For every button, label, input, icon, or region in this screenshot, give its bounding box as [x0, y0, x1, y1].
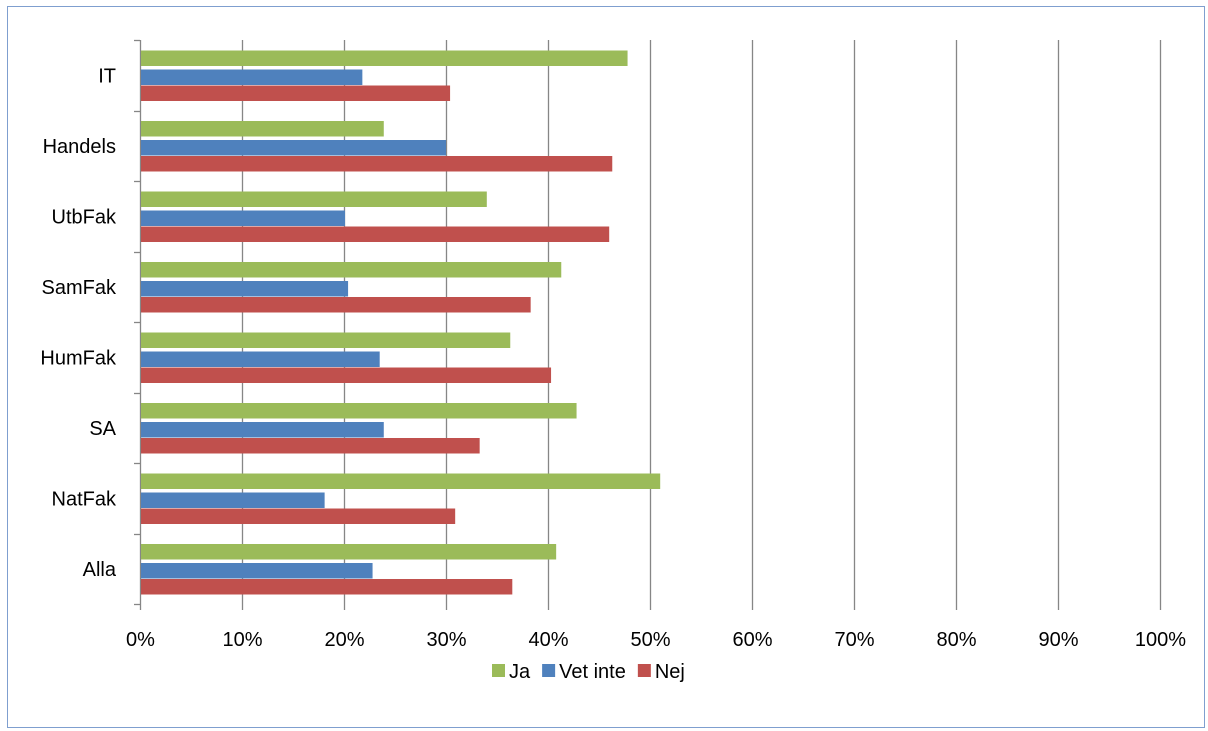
x-tick-label: 30% [426, 629, 466, 651]
x-tick-label: 90% [1038, 629, 1078, 651]
category-label: SamFak [42, 277, 117, 299]
bar-ja [141, 473, 661, 489]
legend-swatch [637, 664, 651, 677]
bar-vet-inte [141, 563, 373, 579]
x-tick-label: 100% [1135, 629, 1186, 651]
bar-nej [141, 85, 451, 101]
legend-label: Vet inte [559, 661, 626, 683]
bar-ja [141, 121, 384, 137]
category-label: Handels [43, 136, 116, 158]
category-label: IT [98, 65, 116, 87]
x-tick-label: 10% [222, 629, 262, 651]
bar-nej [141, 226, 610, 242]
bar-vet-inte [141, 140, 446, 156]
x-tick-label: 0% [126, 629, 155, 651]
category-label: UtbFak [52, 206, 117, 228]
bar-nej [141, 508, 456, 524]
bar-vet-inte [141, 351, 380, 367]
bar-nej [141, 297, 531, 313]
bar-vet-inte [141, 281, 349, 297]
bar-ja [141, 191, 487, 207]
legend-swatch [542, 664, 556, 677]
legend-label: Ja [509, 661, 531, 683]
category-label: NatFak [52, 488, 117, 510]
bar-nej [141, 367, 552, 383]
category-label: SA [89, 418, 116, 440]
bar-vet-inte [141, 210, 346, 226]
x-tick-label: 40% [528, 629, 568, 651]
bar-ja [141, 50, 628, 66]
legend-label: Nej [655, 661, 685, 683]
x-tick-label: 20% [324, 629, 364, 651]
bar-nej [141, 579, 513, 595]
x-tick-label: 50% [630, 629, 670, 651]
legend-swatch [492, 664, 505, 677]
category-label: Alla [83, 559, 117, 581]
x-tick-label: 80% [936, 629, 976, 651]
bar-nej [141, 438, 480, 454]
x-tick-label: 60% [732, 629, 772, 651]
bar-ja [141, 403, 577, 419]
bar-vet-inte [141, 69, 363, 85]
x-tick-label: 70% [834, 629, 874, 651]
bar-vet-inte [141, 422, 384, 438]
bar-ja [141, 262, 562, 278]
category-label: HumFak [40, 347, 117, 369]
bar-ja [141, 544, 557, 560]
bar-ja [141, 332, 511, 348]
bar-nej [141, 156, 613, 172]
bar-vet-inte [141, 492, 325, 508]
